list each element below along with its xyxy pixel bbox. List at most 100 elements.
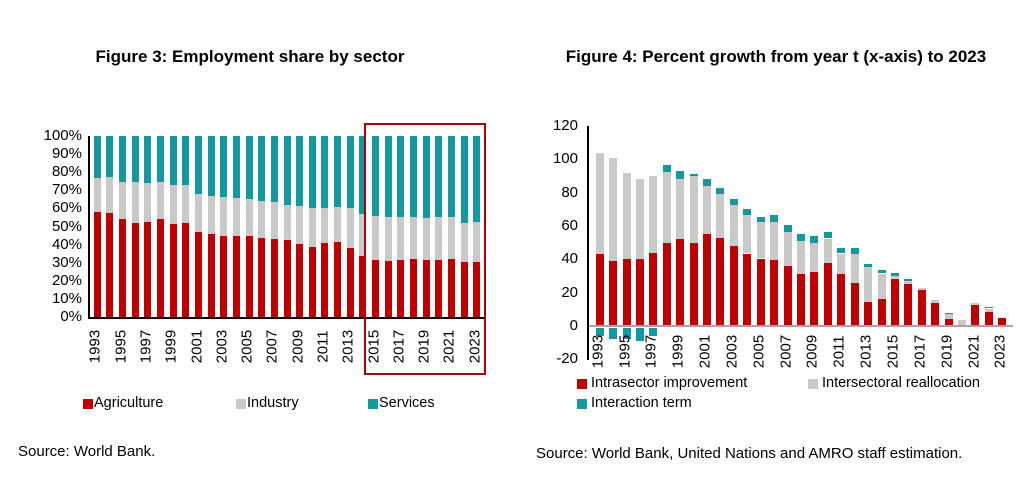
bar-2015-intrasector-improvement — [890, 279, 899, 326]
bar-1997-interaction-term — [649, 328, 658, 336]
bar-2014-services — [359, 136, 367, 214]
bar-2022-intrasector-improvement — [984, 311, 993, 326]
bar-2007-services — [270, 136, 278, 203]
legend-item-intersectoral-reallocation: Intersectoral reallocation — [808, 376, 980, 391]
bar-2017-intrasector-improvement — [917, 290, 926, 326]
bar-2022-industry — [460, 222, 468, 262]
bar-2021-agriculture — [447, 259, 455, 317]
bar-1994-intersectoral-reallocation — [609, 157, 618, 261]
bar-2011-services — [321, 136, 329, 208]
y-tick-label-60: 60 — [561, 217, 578, 234]
bar-1997-services — [144, 136, 152, 184]
y-tick-label-100: 100% — [43, 127, 82, 144]
bar-1994-interaction-term — [609, 328, 618, 339]
bar-2006-interaction-term — [770, 215, 779, 222]
legend-item-interaction-term: Interaction term — [577, 396, 692, 411]
bar-2009-agriculture — [296, 243, 304, 317]
bar-2008-intrasector-improvement — [797, 274, 805, 326]
bar-2016-intersectoral-reallocation — [904, 281, 913, 284]
y-tick-label-120: 120 — [552, 117, 578, 134]
bar-2013-industry — [346, 207, 354, 249]
bar-2000-interaction-term — [689, 173, 698, 176]
bar-1997-intersectoral-reallocation — [649, 176, 658, 253]
bar-2005-agriculture — [245, 236, 253, 317]
bar-2013-interaction-term — [864, 264, 873, 267]
y-tick-label-40: 40% — [51, 235, 82, 253]
bar-2009-industry — [296, 205, 304, 244]
bar-2005-industry — [245, 199, 253, 237]
bar-2008-agriculture — [283, 240, 291, 317]
bar-2013-intrasector-improvement — [864, 301, 873, 326]
bar-2019-interaction-term — [944, 312, 953, 315]
bar-2007-intersectoral-reallocation — [783, 231, 792, 266]
bar-2005-intrasector-improvement — [756, 258, 765, 326]
bar-2000-services — [182, 136, 190, 185]
bar-2000-agriculture — [182, 222, 190, 317]
bar-2010-agriculture — [308, 247, 316, 317]
bar-1998-intrasector-improvement — [662, 242, 671, 326]
bar-2016-interaction-term — [904, 279, 913, 281]
bar-2002-services — [207, 136, 215, 196]
bar-2010-industry — [308, 207, 316, 248]
bar-2021-services — [447, 136, 455, 217]
bar-2014-intersectoral-reallocation — [877, 273, 886, 300]
bar-2010-intrasector-improvement — [823, 262, 832, 326]
bar-2011-intrasector-improvement — [837, 273, 846, 326]
bar-2000-industry — [182, 184, 190, 223]
bar-2014-industry — [359, 213, 367, 257]
bar-2004-industry — [232, 197, 240, 237]
bar-2018-intersectoral-reallocation — [931, 300, 940, 303]
bar-2006-intrasector-improvement — [770, 260, 779, 326]
bar-2002-agriculture — [207, 233, 215, 317]
bar-1996-agriculture — [131, 222, 139, 317]
bar-2019-industry — [422, 218, 430, 260]
bar-2001-industry — [194, 193, 202, 232]
bar-2014-interaction-term — [877, 270, 886, 274]
bar-2015-intersectoral-reallocation — [890, 276, 899, 280]
bar-1993-services — [93, 136, 101, 178]
bar-2009-interaction-term — [810, 236, 819, 243]
bar-2003-industry — [220, 196, 228, 236]
bar-2015-industry — [372, 215, 380, 260]
bar-2012-interaction-term — [850, 247, 859, 255]
bar-2016-services — [384, 136, 392, 218]
legend-swatch-intersectoral-reallocation — [808, 378, 818, 389]
figure3-plot-area — [88, 136, 484, 319]
bar-2002-intrasector-improvement — [716, 237, 725, 326]
bar-2023-intrasector-improvement — [998, 317, 1007, 326]
figure3-title: Figure 3: Employment share by sector — [95, 47, 405, 67]
bar-2017-services — [397, 136, 405, 218]
bar-2010-intersectoral-reallocation — [823, 238, 832, 263]
bar-2015-interaction-term — [890, 272, 899, 276]
y-tick-label-60: 60% — [51, 199, 82, 217]
bar-2011-industry — [321, 207, 329, 243]
bar-2002-industry — [207, 195, 215, 234]
bar-1995-industry — [119, 182, 127, 220]
figure4-zero-axis-line — [589, 325, 1013, 327]
bar-2023-industry — [473, 221, 481, 262]
bar-2005-services — [245, 136, 253, 200]
bar-2001-agriculture — [194, 231, 202, 317]
bar-2000-intersectoral-reallocation — [689, 176, 698, 243]
bar-1995-agriculture — [119, 219, 127, 317]
bar-2003-services — [220, 136, 228, 197]
bar-2011-agriculture — [321, 242, 329, 317]
bar-2005-interaction-term — [756, 216, 765, 222]
bar-2001-intersectoral-reallocation — [703, 186, 712, 235]
legend-label-interaction-term: Interaction term — [591, 395, 692, 411]
bar-2001-interaction-term — [703, 178, 712, 186]
bar-1999-industry — [169, 184, 177, 224]
bar-1994-services — [106, 136, 114, 177]
bar-2018-agriculture — [409, 259, 417, 317]
bar-2002-interaction-term — [716, 187, 725, 195]
bar-2021-industry — [447, 216, 455, 260]
y-tick-label-80: 80 — [561, 183, 578, 201]
bar-1999-intrasector-improvement — [676, 239, 685, 326]
bar-2011-intersectoral-reallocation — [837, 253, 846, 274]
legend-label-intrasector-improvement: Intrasector improvement — [591, 375, 748, 391]
bar-2001-intrasector-improvement — [703, 234, 712, 326]
bar-1994-agriculture — [106, 212, 114, 317]
